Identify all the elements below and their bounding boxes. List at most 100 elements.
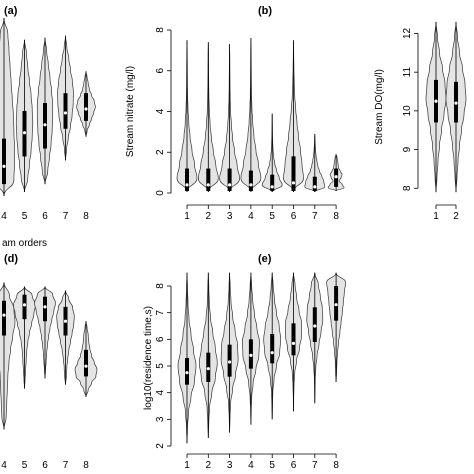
panel-d-iqr-box-8 xyxy=(84,349,88,377)
panel-a-median-5 xyxy=(22,131,27,135)
panel-d-title: (d) xyxy=(4,253,18,265)
panel-c-y-tick-label: 10 xyxy=(402,105,413,117)
panel-b-x-tick-label: 7 xyxy=(312,211,318,222)
panel-b-iqr-box-1 xyxy=(185,168,189,191)
panel-b-iqr-box-2 xyxy=(206,168,211,191)
panel-a-x-tick-label: 6 xyxy=(42,211,48,222)
panel-e-iqr-box-5 xyxy=(270,334,275,364)
panel-c-y-tick-label: 11 xyxy=(402,67,413,78)
panel-d-x-tick-label: 6 xyxy=(42,460,48,471)
panel-a-title: (a) xyxy=(4,5,18,17)
panel-b-median-6 xyxy=(291,181,296,185)
panel-b-iqr-box-4 xyxy=(248,170,253,191)
panel-b-median-4 xyxy=(249,183,253,187)
panel-b-iqr-box-3 xyxy=(227,168,232,191)
panel-e-median-5 xyxy=(270,351,274,355)
panel-d-iqr-box-6 xyxy=(43,296,47,322)
panel-b-x-tick-label: 1 xyxy=(184,211,190,222)
panel-e-x-tick-label: 7 xyxy=(312,460,318,471)
panel-b-median-7 xyxy=(313,185,317,189)
panel-b-iqr-box-6 xyxy=(291,156,296,191)
panel-e-x-tick-label: 8 xyxy=(333,460,339,471)
panel-e-title: (e) xyxy=(258,253,272,265)
panel-e-x-tick-label: 4 xyxy=(248,460,254,471)
panel-e-median-4 xyxy=(249,353,253,357)
panel-b-title: (b) xyxy=(258,5,272,17)
panel-e-median-7 xyxy=(313,324,317,328)
panel-e-median-1 xyxy=(185,371,189,375)
panel-d-median-7 xyxy=(63,319,68,323)
panel-d-iqr-box-4 xyxy=(2,300,6,336)
panel-c-median-2 xyxy=(454,101,458,105)
panel-a-iqr-box-7 xyxy=(63,93,68,129)
panel-a-x-tick-label: 7 xyxy=(63,211,69,222)
panel-b-x-tick-label: 5 xyxy=(269,211,275,222)
panel-b-x-tick-label: 4 xyxy=(248,211,254,222)
panel-e-y-label: log10(residence time,s) xyxy=(143,306,154,410)
panel-b-y-tick-label: 4 xyxy=(155,108,166,114)
panel-e-median-2 xyxy=(206,367,210,371)
panel-b-iqr-box-7 xyxy=(312,176,317,191)
panel-e-median-3 xyxy=(228,360,232,364)
panel-e-y-tick-label: 7 xyxy=(155,309,166,315)
panel-b: (b) 0 2 4 6 8 Stream nitrate (mg/l) 1 2 3 4 5 6 7 8 xyxy=(125,5,345,222)
panel-c-y-tick-label: 12 xyxy=(402,27,413,39)
panel-d: (d) 4 5 6 7 8 xyxy=(0,253,98,471)
panel-b-y-label: Stream nitrate (mg/l) xyxy=(125,66,136,157)
panel-a-x-label: am orders xyxy=(2,238,47,249)
panel-a-x-tick-label: 4 xyxy=(1,211,7,222)
panel-b-y-tick-label: 6 xyxy=(155,68,166,74)
panel-b-median-3 xyxy=(228,183,232,187)
panel-d-median-8 xyxy=(84,364,88,368)
panel-a-median-6 xyxy=(43,123,47,127)
panel-b-y-tick-label: 0 xyxy=(155,190,166,196)
panel-b-iqr-box-5 xyxy=(270,174,275,191)
panel-c-x-tick-label: 1 xyxy=(433,211,439,222)
panel-a: (a) am orders 4 5 6 7 8 xyxy=(0,5,96,249)
panel-b-y-tick-label: 8 xyxy=(155,27,166,33)
panel-e-y-tick-label: 8 xyxy=(155,283,166,289)
panel-b-x-tick-label: 8 xyxy=(333,211,339,222)
panel-c-y-tick-label: 9 xyxy=(402,146,413,152)
panel-a-iqr-box-4 xyxy=(2,138,6,185)
panel-e-iqr-box-6 xyxy=(291,323,296,356)
panel-e: (e) 2 3 4 5 6 7 8 log10(residence time,s) 1 2 3 4 5 6 7… xyxy=(143,253,346,471)
panel-d-median-5 xyxy=(22,303,27,307)
panel-e-y-tick-label: 6 xyxy=(155,336,166,342)
panel-b-x-tick-label: 6 xyxy=(291,211,297,222)
panel-c-y-tick-label: 8 xyxy=(402,185,413,191)
panel-b-median-5 xyxy=(270,185,274,189)
panel-b-y-tick-label: 2 xyxy=(155,149,166,155)
panel-b-x-tick-label: 2 xyxy=(206,211,212,222)
panel-c-y-label: Stream DO(mg/l) xyxy=(374,69,385,145)
panel-e-x-tick-label: 2 xyxy=(206,460,212,471)
panel-e-x-tick-label: 3 xyxy=(227,460,233,471)
panel-a-median-8 xyxy=(84,107,88,111)
panel-c-x-tick-label: 2 xyxy=(453,211,459,222)
panel-b-median-1 xyxy=(185,183,189,187)
panel-a-x-tick-label: 5 xyxy=(22,211,28,222)
panel-d-median-4 xyxy=(2,313,6,317)
panel-e-y-tick-label: 3 xyxy=(155,416,166,422)
panel-d-median-6 xyxy=(43,305,47,309)
panel-c-median-1 xyxy=(434,99,438,103)
panel-e-y-tick-label: 5 xyxy=(155,363,166,369)
panel-b-median-2 xyxy=(206,183,210,187)
panel-e-y-tick-label: 2 xyxy=(155,443,166,449)
panel-e-x-tick-label: 1 xyxy=(184,460,190,471)
panel-b-median-8 xyxy=(334,175,338,179)
panel-a-iqr-box-8 xyxy=(84,93,88,121)
panel-e-x-tick-label: 5 xyxy=(269,460,275,471)
panel-d-x-tick-label: 5 xyxy=(22,460,28,471)
panel-d-x-tick-label: 4 xyxy=(1,460,7,471)
panel-e-x-tick-label: 6 xyxy=(291,460,297,471)
panel-d-x-tick-label: 7 xyxy=(63,460,69,471)
panel-a-median-7 xyxy=(63,111,68,115)
panel-e-median-8 xyxy=(334,303,338,307)
panel-a-x-tick-label: 8 xyxy=(83,211,89,222)
panel-e-median-6 xyxy=(291,341,296,345)
panel-d-x-tick-label: 8 xyxy=(83,460,89,471)
panel-e-y-tick-label: 4 xyxy=(155,389,166,395)
